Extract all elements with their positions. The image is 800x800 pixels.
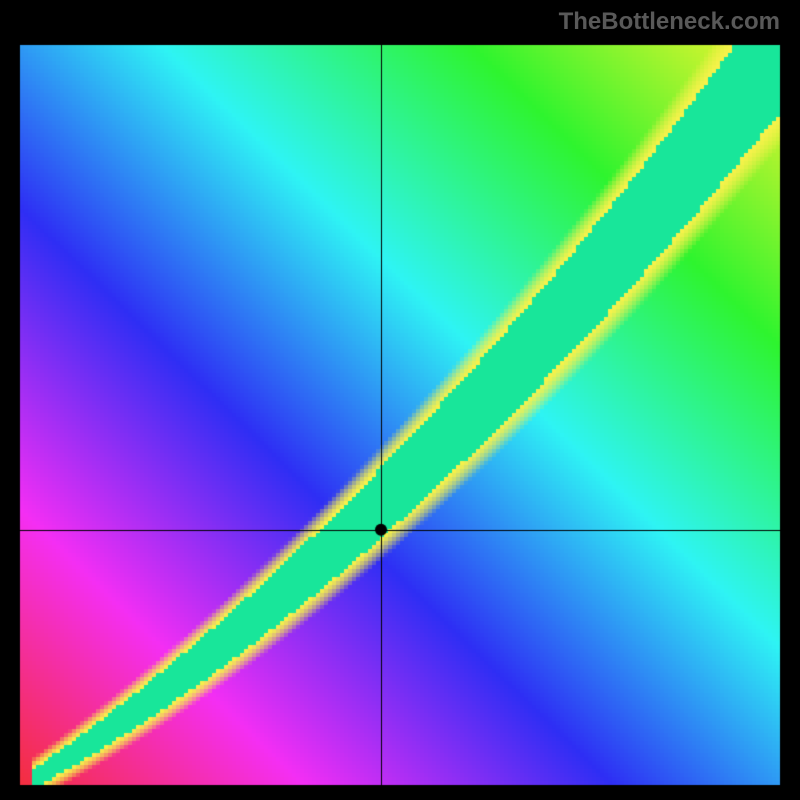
chart-container: TheBottleneck.com bbox=[0, 0, 800, 800]
bottleneck-heatmap-canvas bbox=[0, 0, 800, 800]
watermark-text: TheBottleneck.com bbox=[559, 8, 780, 36]
